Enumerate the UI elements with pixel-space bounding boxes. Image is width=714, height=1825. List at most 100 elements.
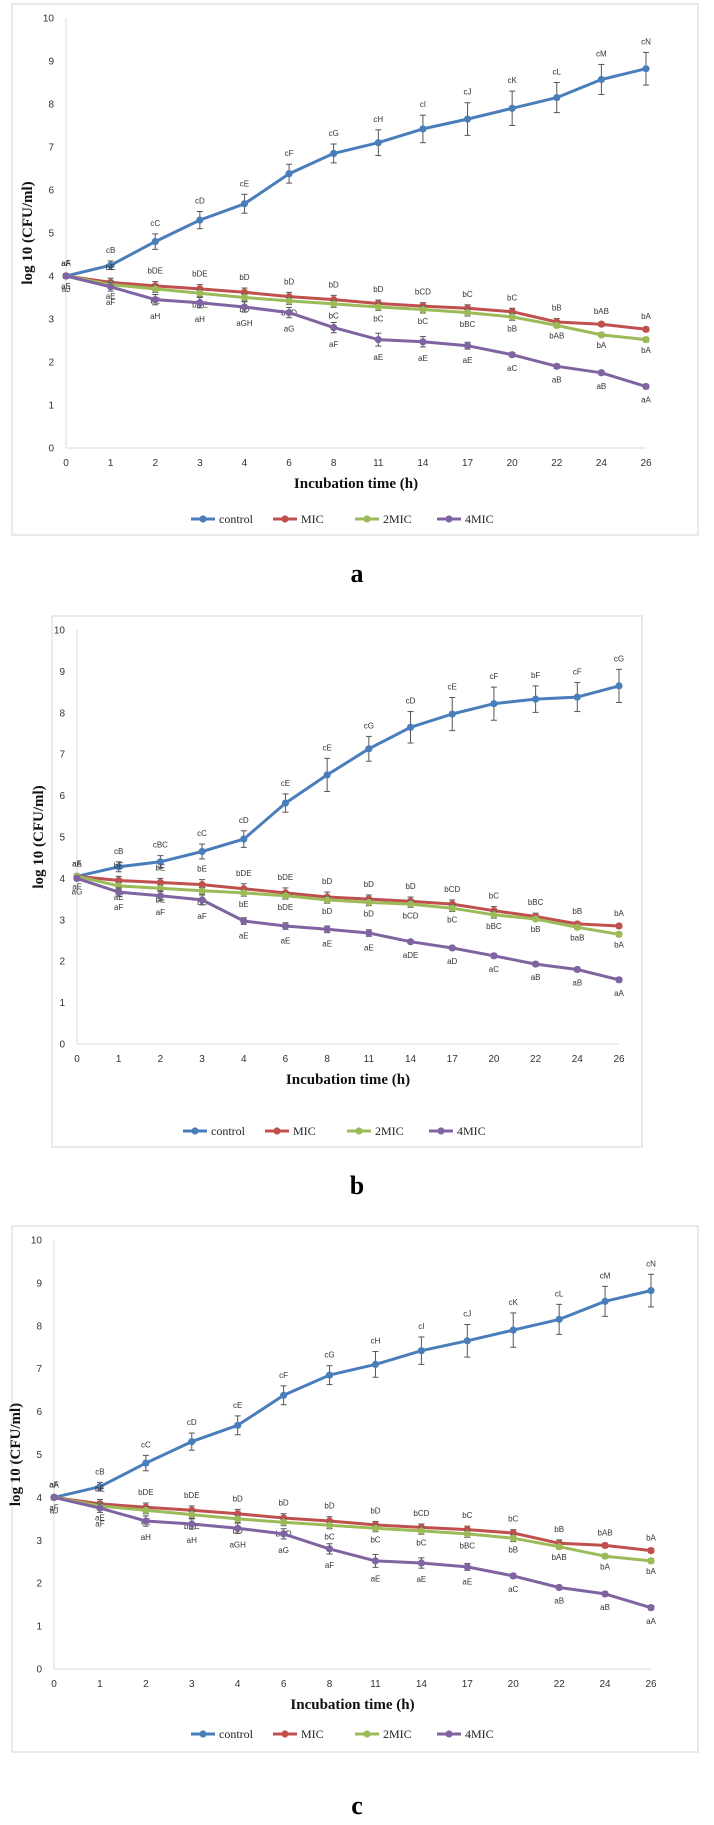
- significance-label: cD: [239, 816, 249, 825]
- significance-label: bC: [447, 916, 457, 925]
- significance-label: cD: [187, 1418, 197, 1427]
- data-point: [240, 889, 248, 897]
- data-point: [601, 1552, 609, 1560]
- data-point: [417, 1527, 425, 1535]
- significance-label: cJ: [463, 1310, 471, 1319]
- panel-label: a: [351, 559, 364, 588]
- data-point: [142, 1506, 150, 1514]
- significance-label: bB: [507, 324, 517, 333]
- data-point: [417, 1347, 425, 1355]
- data-point: [553, 93, 561, 102]
- significance-label: cF: [285, 149, 294, 158]
- significance-label: bC: [373, 314, 383, 323]
- significance-label: aF: [114, 903, 123, 912]
- x-tick-label: 26: [640, 458, 652, 469]
- data-point: [642, 65, 650, 73]
- series-line-4mic: [53, 1495, 652, 1610]
- data-point: [615, 922, 623, 930]
- x-tick-label: 24: [600, 1679, 612, 1690]
- legend-label: control: [219, 1727, 254, 1741]
- data-point: [234, 1515, 242, 1523]
- significance-label: bC: [508, 1515, 518, 1524]
- legend-marker: [355, 1127, 363, 1135]
- series-control: aA cB cC cD cE cF cG cH cI cJ cK cL cM cN: [49, 1259, 656, 1501]
- significance-label: aG: [284, 325, 295, 334]
- significance-label: bD: [324, 1502, 334, 1511]
- data-point: [234, 1421, 242, 1429]
- legend-label: 4MIC: [465, 1727, 494, 1741]
- data-point: [330, 300, 338, 308]
- chart-panel-c: 0 1 2 3 4 5 6 7 8 9 10 0 1 2 3 4 6 8 11 14 17 20 22 24 26 Incubat…: [0, 1222, 714, 1822]
- data-point: [573, 965, 581, 974]
- chart-frame: [11, 1225, 699, 1753]
- data-point: [419, 338, 427, 346]
- significance-label: bC: [462, 290, 472, 299]
- data-point: [280, 1518, 288, 1526]
- data-point: [156, 878, 164, 887]
- significance-label: bA: [600, 1562, 610, 1571]
- data-point: [196, 299, 204, 307]
- data-point: [597, 75, 605, 84]
- data-point: [647, 1557, 655, 1565]
- chart-a: 0 1 2 3 4 5 6 7 8 9 10 0 1 2 3 4 6 8 11 14 17 20 22 24 26 Incubat…: [11, 3, 699, 588]
- data-point: [374, 139, 382, 147]
- chart-c: 0 1 2 3 4 5 6 7 8 9 10 0 1 2 3 4 6 8 11 14 17 20 22 24 26 Incubat…: [8, 1225, 699, 1820]
- data-point: [240, 200, 249, 208]
- significance-label: aE: [418, 354, 428, 363]
- significance-label: aJ: [62, 285, 70, 294]
- data-point: [330, 149, 338, 158]
- significance-label: cF: [573, 668, 582, 677]
- significance-label: bDE: [192, 270, 208, 279]
- data-point: [463, 1530, 471, 1538]
- significance-label: bB: [554, 1525, 564, 1534]
- significance-label: bDE: [236, 869, 252, 878]
- data-point: [156, 884, 164, 892]
- significance-label: aE: [281, 936, 291, 945]
- significance-label: bE: [197, 865, 207, 874]
- y-tick-label: 5: [36, 1450, 42, 1461]
- significance-label: bD: [364, 880, 374, 889]
- significance-label: aE: [373, 353, 383, 362]
- significance-label: bDE: [278, 873, 294, 882]
- data-point: [198, 847, 206, 856]
- legend-marker: [281, 515, 289, 523]
- data-point: [642, 382, 650, 391]
- x-tick-label: 14: [405, 1054, 417, 1065]
- data-point: [463, 342, 472, 350]
- significance-label: bDE: [184, 1491, 200, 1500]
- x-tick-label: 20: [488, 1054, 500, 1065]
- x-tick-label: 6: [281, 1679, 287, 1690]
- data-point: [509, 1326, 517, 1334]
- x-tick-label: 11: [364, 1054, 375, 1065]
- data-point: [198, 881, 206, 889]
- significance-label: bCD: [413, 1509, 429, 1518]
- data-point: [463, 1563, 471, 1571]
- x-tick-label: 0: [51, 1679, 57, 1690]
- x-tick-label: 22: [551, 458, 563, 469]
- significance-label: bBC: [528, 898, 544, 907]
- x-tick-label: 20: [507, 458, 519, 469]
- significance-label: bE: [114, 861, 124, 870]
- chart-panel-b: 0 1 2 3 4 5 6 7 8 9 10 0 1 2 3 4 6 8 11 14 17 20 22 24 26 Incubat…: [0, 612, 714, 1212]
- legend: control MIC 2MIC 4MIC: [191, 1727, 494, 1741]
- significance-label: aD: [447, 957, 457, 966]
- x-tick-label: 4: [235, 1679, 241, 1690]
- significance-label: aE: [61, 282, 71, 291]
- y-axis-title: log 10 (CFU/ml): [20, 181, 36, 284]
- significance-label: cD: [195, 197, 205, 206]
- data-point: [615, 682, 623, 690]
- significance-label: bE: [239, 900, 249, 909]
- data-point: [508, 313, 516, 321]
- significance-label: aA: [614, 989, 624, 998]
- legend-marker: [281, 1730, 289, 1738]
- significance-label: bA: [646, 1567, 656, 1576]
- data-point: [463, 115, 472, 123]
- data-point: [50, 1493, 58, 1501]
- legend-label: control: [211, 1124, 246, 1138]
- data-point: [365, 745, 373, 753]
- data-point: [463, 308, 472, 317]
- significance-label: bDE: [147, 267, 163, 276]
- significance-label: aA: [646, 1617, 656, 1626]
- significance-label: bD: [329, 280, 339, 289]
